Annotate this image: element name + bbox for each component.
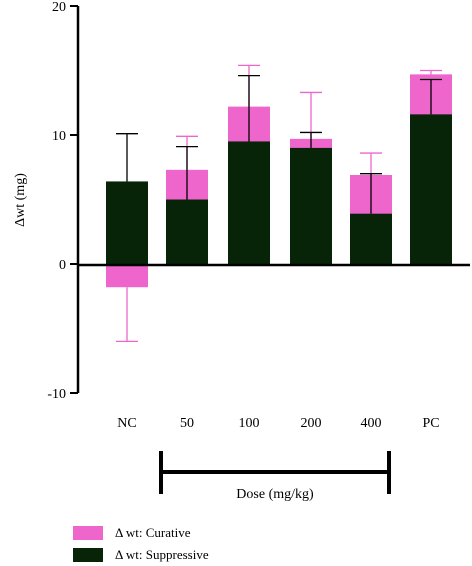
error-bar-curative-400	[360, 152, 382, 175]
dose-bracket	[159, 451, 391, 494]
error-bars-layer	[116, 64, 442, 343]
y-ticks: 20 10 0 -10	[47, 0, 78, 402]
error-bar-suppressive-100	[238, 75, 260, 142]
error-bar-curative-PC	[420, 69, 442, 75]
x-tick-label: 200	[301, 416, 322, 431]
x-tick-label: 400	[361, 416, 382, 431]
bar-suppressive-400	[350, 213, 392, 264]
error-bar-curative-NC	[116, 287, 138, 343]
error-bar-curative-200	[300, 91, 322, 139]
y-tick-label: 0	[59, 258, 66, 273]
x-tick-label: 100	[239, 416, 260, 431]
bar-suppressive-50	[166, 199, 208, 264]
bar-suppressive-200	[290, 147, 332, 264]
legend-label-curative: Δ wt: Curative	[115, 525, 191, 540]
error-bar-suppressive-50	[176, 145, 198, 200]
y-tick-label: 20	[52, 0, 66, 15]
bar-curative-NC	[106, 264, 148, 288]
legend-label-suppressive: Δ wt: Suppressive	[115, 547, 209, 562]
bar-suppressive-100	[228, 141, 270, 264]
bar-suppressive-NC	[106, 181, 148, 264]
y-tick-label: 10	[52, 129, 66, 144]
error-bar-suppressive-200	[300, 131, 322, 148]
x-tick-label: NC	[117, 416, 136, 431]
legend-item-suppressive: Δ wt: Suppressive	[73, 544, 209, 566]
y-tick-label: -10	[47, 387, 66, 402]
x-tick-label: PC	[422, 416, 439, 431]
legend-swatch-suppressive	[73, 548, 103, 562]
x-axis-label: Dose (mg/kg)	[236, 487, 314, 502]
legend: Δ wt: Curative Δ wt: Suppressive	[73, 522, 209, 566]
x-tick-labels: NC 50 100 200 400 PC	[117, 416, 439, 431]
x-tick-label: 50	[180, 416, 194, 431]
y-axis-label: Δwt (mg)	[13, 173, 28, 227]
error-bar-suppressive-400	[360, 173, 382, 214]
bars-layer	[106, 74, 452, 288]
legend-swatch-curative	[73, 526, 103, 540]
error-bar-suppressive-NC	[116, 133, 138, 182]
bar-suppressive-PC	[410, 114, 452, 264]
legend-item-curative: Δ wt: Curative	[73, 522, 209, 544]
error-bar-suppressive-PC	[420, 78, 442, 115]
